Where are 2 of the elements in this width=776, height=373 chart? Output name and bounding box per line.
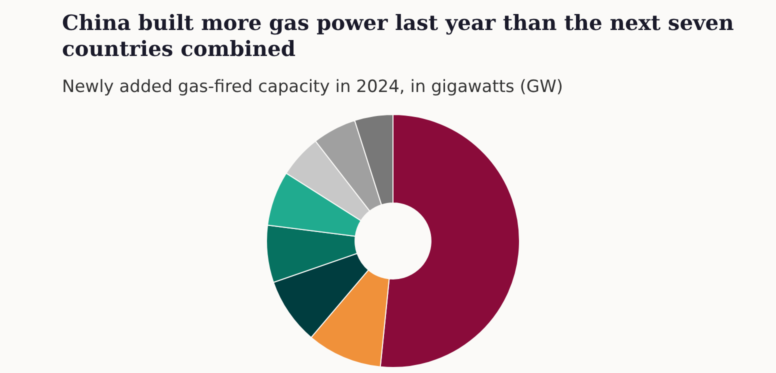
chart-title: China built more gas power last year than the next seven countries combined — [62, 10, 735, 62]
chart-subtitle: Newly added gas-fired capacity in 2024, in gigawatts (GW) — [62, 77, 564, 97]
